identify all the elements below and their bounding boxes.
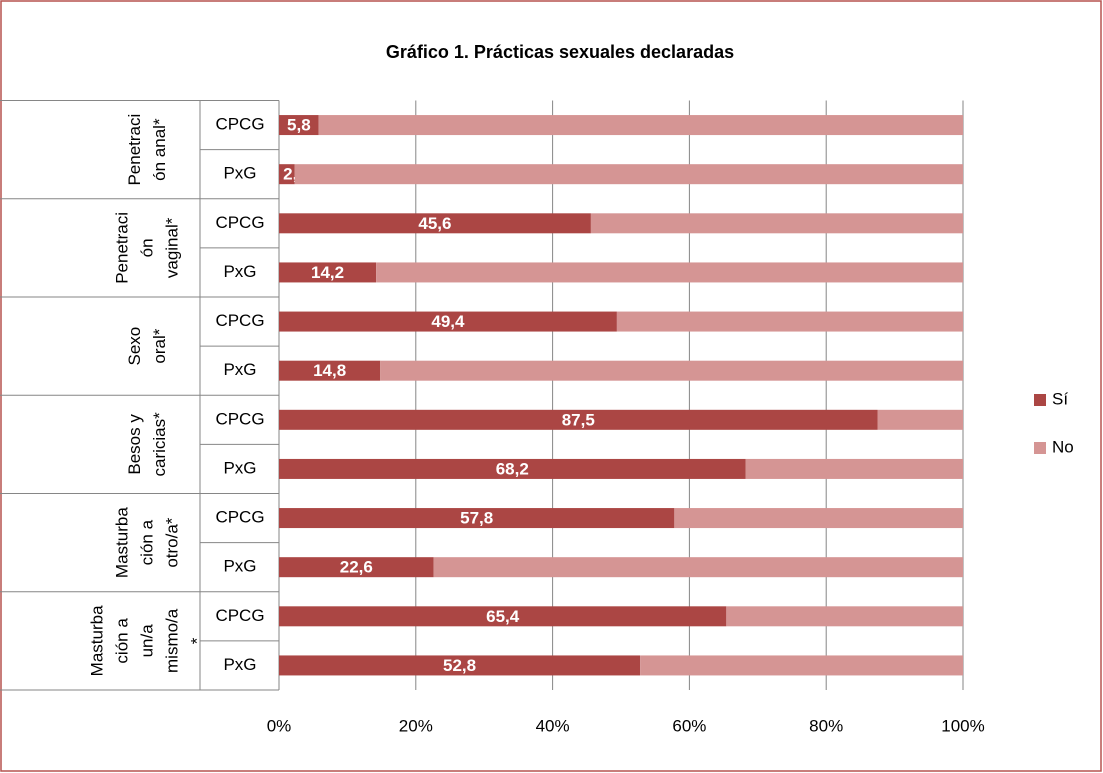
bar-segment [279, 409, 878, 430]
y-tick-label: CPCG [215, 115, 264, 134]
bar-segment [279, 458, 746, 479]
group-label: Besos y [125, 414, 144, 475]
x-tick-label: 20% [399, 716, 433, 735]
data-label: 22,6 [340, 558, 373, 577]
y-tick-label: PxG [223, 360, 256, 379]
data-label: 52,8 [443, 656, 476, 675]
chart-title: Gráfico 1. Prácticas sexuales declaradas [386, 42, 734, 62]
group-label: caricias* [150, 412, 169, 477]
bar-segment [376, 262, 963, 283]
y-tick-label: CPCG [215, 606, 264, 625]
data-label: 5,8 [287, 116, 311, 135]
group-label: ón [137, 238, 156, 257]
bar-segment [640, 655, 963, 676]
legend-swatch [1034, 394, 1046, 406]
bar-segment [279, 311, 617, 332]
y-tick-label: PxG [223, 557, 256, 576]
y-tick-label: CPCG [215, 311, 264, 330]
bar-segment [726, 606, 963, 627]
data-label: 87,5 [562, 410, 595, 429]
y-tick-label: CPCG [215, 409, 264, 428]
group-label: Masturba [87, 605, 106, 676]
bar-segment [745, 458, 963, 479]
group-label: Penetraci [125, 114, 144, 186]
bar-segment [279, 115, 319, 136]
group-label: ción a [137, 519, 156, 565]
legend-label: Sí [1052, 389, 1068, 408]
x-tick-label: 80% [809, 716, 843, 735]
group-label: Sexo [125, 327, 144, 366]
bar-segment [616, 311, 963, 332]
bar-segment [318, 115, 963, 136]
bar-segment [279, 606, 727, 627]
bar-segment [279, 508, 675, 529]
group-label: Penetraci [112, 212, 131, 284]
group-label: ón anal* [150, 118, 169, 181]
x-tick-label: 100% [941, 716, 984, 735]
bar-segment [279, 262, 377, 283]
bar-segment [279, 655, 641, 676]
bar-segment [380, 360, 963, 381]
group-label: un/a [137, 624, 156, 658]
y-tick-label: PxG [223, 164, 256, 183]
data-label: 14,8 [313, 361, 346, 380]
group-label: ción a [112, 618, 131, 664]
data-label: 65,4 [486, 607, 520, 626]
data-label: 57,8 [460, 509, 493, 528]
bar-segment [433, 557, 964, 578]
bar-segment [279, 164, 295, 185]
group-label: * [187, 637, 206, 644]
data-label: 14,2 [311, 263, 344, 282]
group-label: vaginal* [162, 217, 181, 278]
bar-segment [279, 557, 434, 578]
legend-label: No [1052, 437, 1074, 456]
data-label: 49,4 [431, 312, 465, 331]
y-tick-label: PxG [223, 262, 256, 281]
y-tick-label: CPCG [215, 213, 264, 232]
group-label: mismo/a [162, 608, 181, 673]
bar-segment [279, 213, 591, 234]
data-label: 68,2 [496, 459, 529, 478]
bar-segment [877, 409, 963, 430]
y-tick-label: PxG [223, 458, 256, 477]
y-tick-label: PxG [223, 655, 256, 674]
x-tick-label: 0% [267, 716, 292, 735]
legend-swatch [1034, 442, 1046, 454]
data-label: 45,6 [418, 214, 451, 233]
bar-segment [674, 508, 963, 529]
group-label: Masturba [112, 507, 131, 578]
x-tick-label: 60% [672, 716, 706, 735]
group-label: otro/a* [162, 517, 181, 567]
bar-segment [590, 213, 963, 234]
x-tick-label: 40% [536, 716, 570, 735]
y-tick-label: CPCG [215, 508, 264, 527]
bar-segment [294, 164, 963, 185]
group-label: oral* [150, 328, 169, 363]
bar-segment [279, 360, 381, 381]
